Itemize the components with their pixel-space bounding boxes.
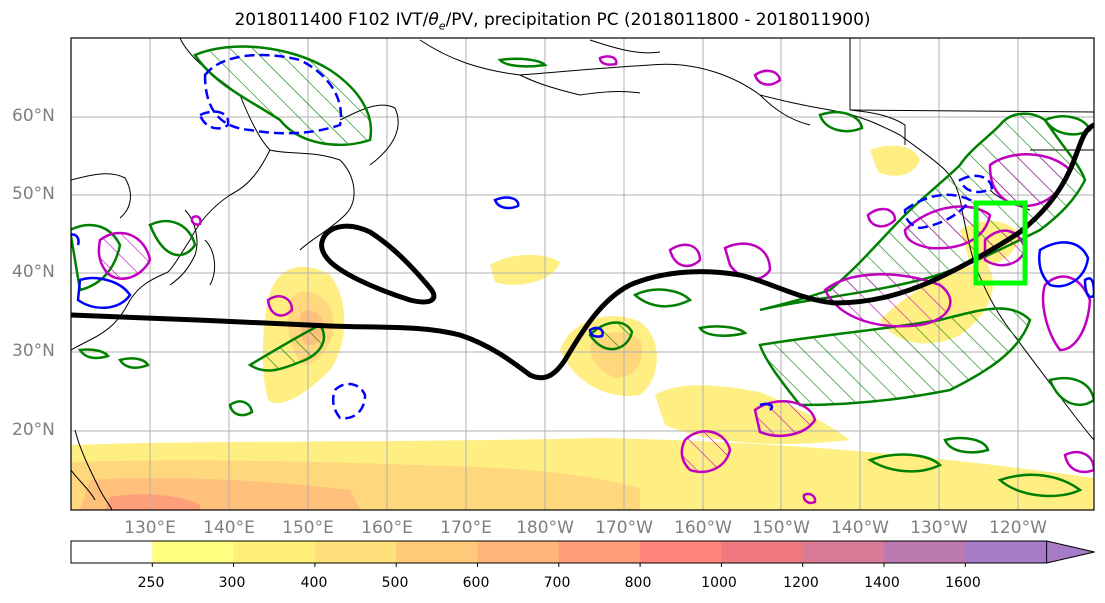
colorbar-tick-label: 250 (137, 575, 165, 591)
lat-label: 60°N (12, 106, 55, 126)
lon-label: 160°W (674, 518, 732, 538)
jet-axis (71, 122, 1094, 381)
colorbar-segment (721, 541, 804, 563)
colorbar-segment (233, 541, 316, 563)
lon-label: 130°W (910, 518, 968, 538)
colorbar-tick-label: 800 (624, 575, 652, 591)
colorbar-segment (71, 541, 153, 563)
map-title: 2018011400 F102 IVT/θe/PV, precipitation… (234, 10, 871, 33)
lon-label: 130°E (124, 518, 176, 538)
colorbar-tick-label: 1200 (783, 575, 819, 591)
theta-negative-contours (71, 53, 1094, 420)
colorbar-tick-label: 500 (381, 575, 409, 591)
lon-label: 170°W (595, 518, 653, 538)
lon-label: 160°E (361, 518, 413, 538)
focus-box (973, 200, 1028, 286)
colorbar-segment (477, 541, 560, 563)
lon-label: 120°W (989, 518, 1047, 538)
lat-label: 30°N (12, 341, 55, 361)
lon-label: 140°W (831, 518, 889, 538)
lon-label: 150°E (282, 518, 334, 538)
plot-area (71, 38, 1094, 510)
colorbar-tick-label: 700 (543, 575, 571, 591)
colorbar-segment (152, 541, 235, 563)
map-frame (70, 37, 1095, 511)
colorbar-tick-label: 1400 (864, 575, 900, 591)
colorbar-segment (884, 541, 966, 563)
lon-label: 140°E (203, 518, 255, 538)
colorbar-segment (396, 541, 478, 563)
colorbar-tick-label: 300 (218, 575, 246, 591)
colorbar-tick-label: 1600 (945, 575, 981, 591)
lat-label: 20°N (12, 420, 55, 440)
lon-label: 170°E (440, 518, 492, 538)
colorbar-extend-arrow (1046, 540, 1095, 564)
colorbar-tick-label: 400 (300, 575, 328, 591)
colorbar-segment (558, 541, 641, 563)
colorbar (70, 540, 1095, 567)
colorbar-tick-label: 1000 (701, 575, 737, 591)
colorbar-segment (314, 541, 397, 563)
lat-label: 40°N (12, 262, 55, 282)
colorbar-segment (802, 541, 885, 563)
colorbar-tick-label: 600 (462, 575, 490, 591)
lon-label: 150°W (752, 518, 810, 538)
colorbar-segment (640, 541, 722, 563)
colorbar-segment (965, 541, 1048, 563)
lat-label: 50°N (12, 184, 55, 204)
lon-label: 180°W (516, 518, 574, 538)
